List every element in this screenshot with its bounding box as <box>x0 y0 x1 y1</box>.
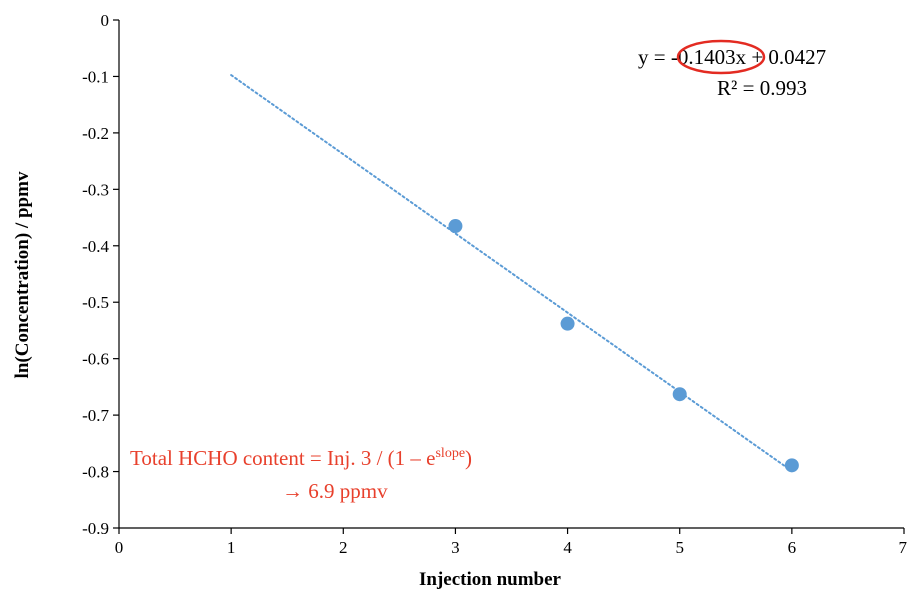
x-tick-label: 1 <box>227 538 236 557</box>
note-close-paren: ) <box>465 446 472 470</box>
x-tick-label: 3 <box>451 538 460 557</box>
y-tick-label: 0 <box>101 11 110 30</box>
y-tick-label: -0.7 <box>82 406 109 425</box>
x-tick-label: 0 <box>115 538 124 557</box>
data-point <box>448 219 463 234</box>
equation-prefix: y = <box>638 45 671 69</box>
x-tick-label: 2 <box>339 538 348 557</box>
data-point <box>560 316 575 331</box>
x-tick-label: 6 <box>788 538 797 557</box>
x-axis-title: Injection number <box>419 569 562 590</box>
linear-trendline <box>230 74 793 473</box>
hcho-result-note: → 6.9 ppmv <box>282 479 388 503</box>
y-tick-label: -0.6 <box>82 350 109 369</box>
y-tick-label: -0.1 <box>82 67 109 86</box>
y-tick-label: -0.5 <box>82 293 109 312</box>
data-point <box>672 387 687 402</box>
hcho-formula-note: Total HCHO content = Inj. 3 / (1 – eslop… <box>130 446 472 470</box>
y-tick-label: -0.4 <box>82 237 109 256</box>
y-tick-label: -0.3 <box>82 180 109 199</box>
x-tick-label: 7 <box>899 538 907 557</box>
y-axis-title: ln(Concentration) / ppmv <box>12 171 33 378</box>
note-superscript: slope <box>435 446 465 461</box>
x-tick-label: 4 <box>563 538 572 557</box>
y-tick-label: -0.9 <box>82 519 109 538</box>
r-squared-label: R² = 0.993 <box>717 76 807 100</box>
y-axis-ticks: 0 -0.1 -0.2 -0.3 -0.4 -0.5 -0.6 -0.7 -0.8 -0.9 <box>82 11 119 538</box>
y-tick-label: -0.8 <box>82 463 109 482</box>
data-points <box>448 219 799 473</box>
note-formula-text: Total HCHO content = Inj. 3 / (1 – e <box>130 446 435 470</box>
trendline-equation: y = -0.1403x + 0.0427 <box>638 45 826 69</box>
slope-highlight-circle <box>676 39 766 75</box>
y-tick-label: -0.2 <box>82 124 109 143</box>
x-tick-label: 5 <box>675 538 684 557</box>
x-axis-ticks: 0 1 2 3 4 5 6 7 <box>115 528 907 557</box>
data-point <box>784 458 799 473</box>
